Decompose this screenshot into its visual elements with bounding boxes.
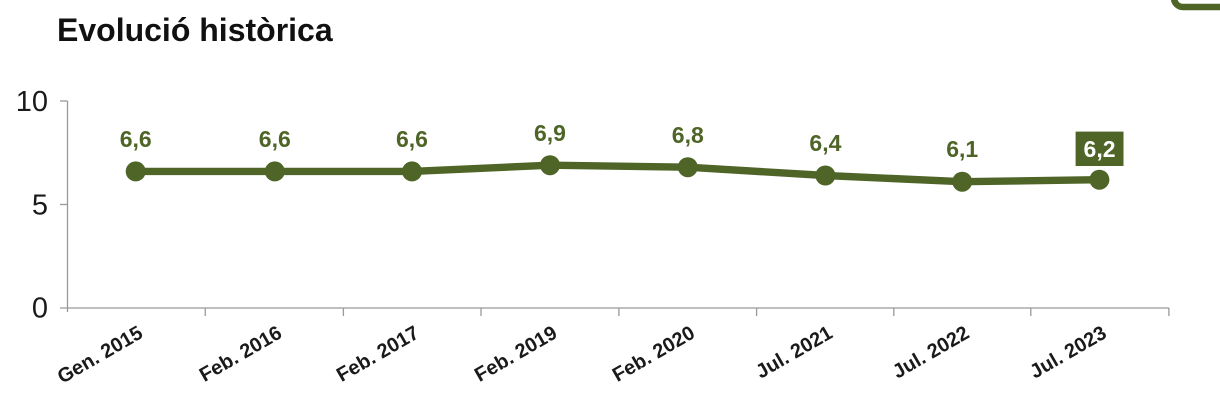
svg-text:6,2: 6,2 [1084, 136, 1116, 162]
svg-text:10: 10 [16, 86, 48, 118]
svg-text:6,4: 6,4 [809, 130, 841, 156]
svg-text:6,6: 6,6 [259, 126, 291, 152]
svg-text:5: 5 [32, 190, 48, 222]
svg-text:6,6: 6,6 [396, 126, 428, 152]
svg-text:6,9: 6,9 [534, 120, 566, 146]
svg-text:6,6: 6,6 [120, 126, 152, 152]
svg-text:6,1: 6,1 [946, 136, 978, 162]
svg-text:6,8: 6,8 [672, 122, 704, 148]
svg-text:0: 0 [32, 293, 48, 325]
